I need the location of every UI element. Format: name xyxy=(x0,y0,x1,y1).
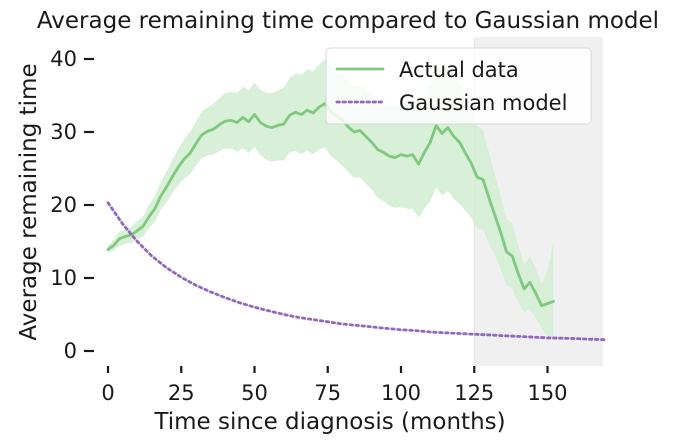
x-tick-label: 125 xyxy=(454,381,494,405)
y-tick-label: 30 xyxy=(50,120,77,144)
x-axis-label: Time since diagnosis (months) xyxy=(153,409,505,435)
gaussian-model-line xyxy=(106,201,608,342)
x-tick-label: 150 xyxy=(527,381,567,405)
x-tick-label: 75 xyxy=(314,381,341,405)
legend-label-actual-data: Actual data xyxy=(399,58,519,82)
y-tick-label: 10 xyxy=(50,266,77,290)
x-tick-label: 0 xyxy=(101,381,114,405)
y-tick-label: 20 xyxy=(50,193,77,217)
y-tick-label: 40 xyxy=(50,47,77,71)
legend: Actual data Gaussian model xyxy=(325,47,592,125)
y-tick-label: 0 xyxy=(64,339,77,363)
x-tick-label: 25 xyxy=(168,381,195,405)
x-tick-label: 50 xyxy=(241,381,268,405)
actual-data-confidence-band xyxy=(108,59,554,340)
chart-title: Average remaining time compared to Gauss… xyxy=(37,8,659,34)
y-axis-label: Average remaining time xyxy=(16,63,42,340)
axes: 0 25 50 75 100 125 150 0 10 20 30 40 xyxy=(50,47,567,405)
legend-box xyxy=(325,47,592,125)
x-tick-label: 100 xyxy=(381,381,421,405)
legend-label-gaussian-model: Gaussian model xyxy=(399,91,567,115)
